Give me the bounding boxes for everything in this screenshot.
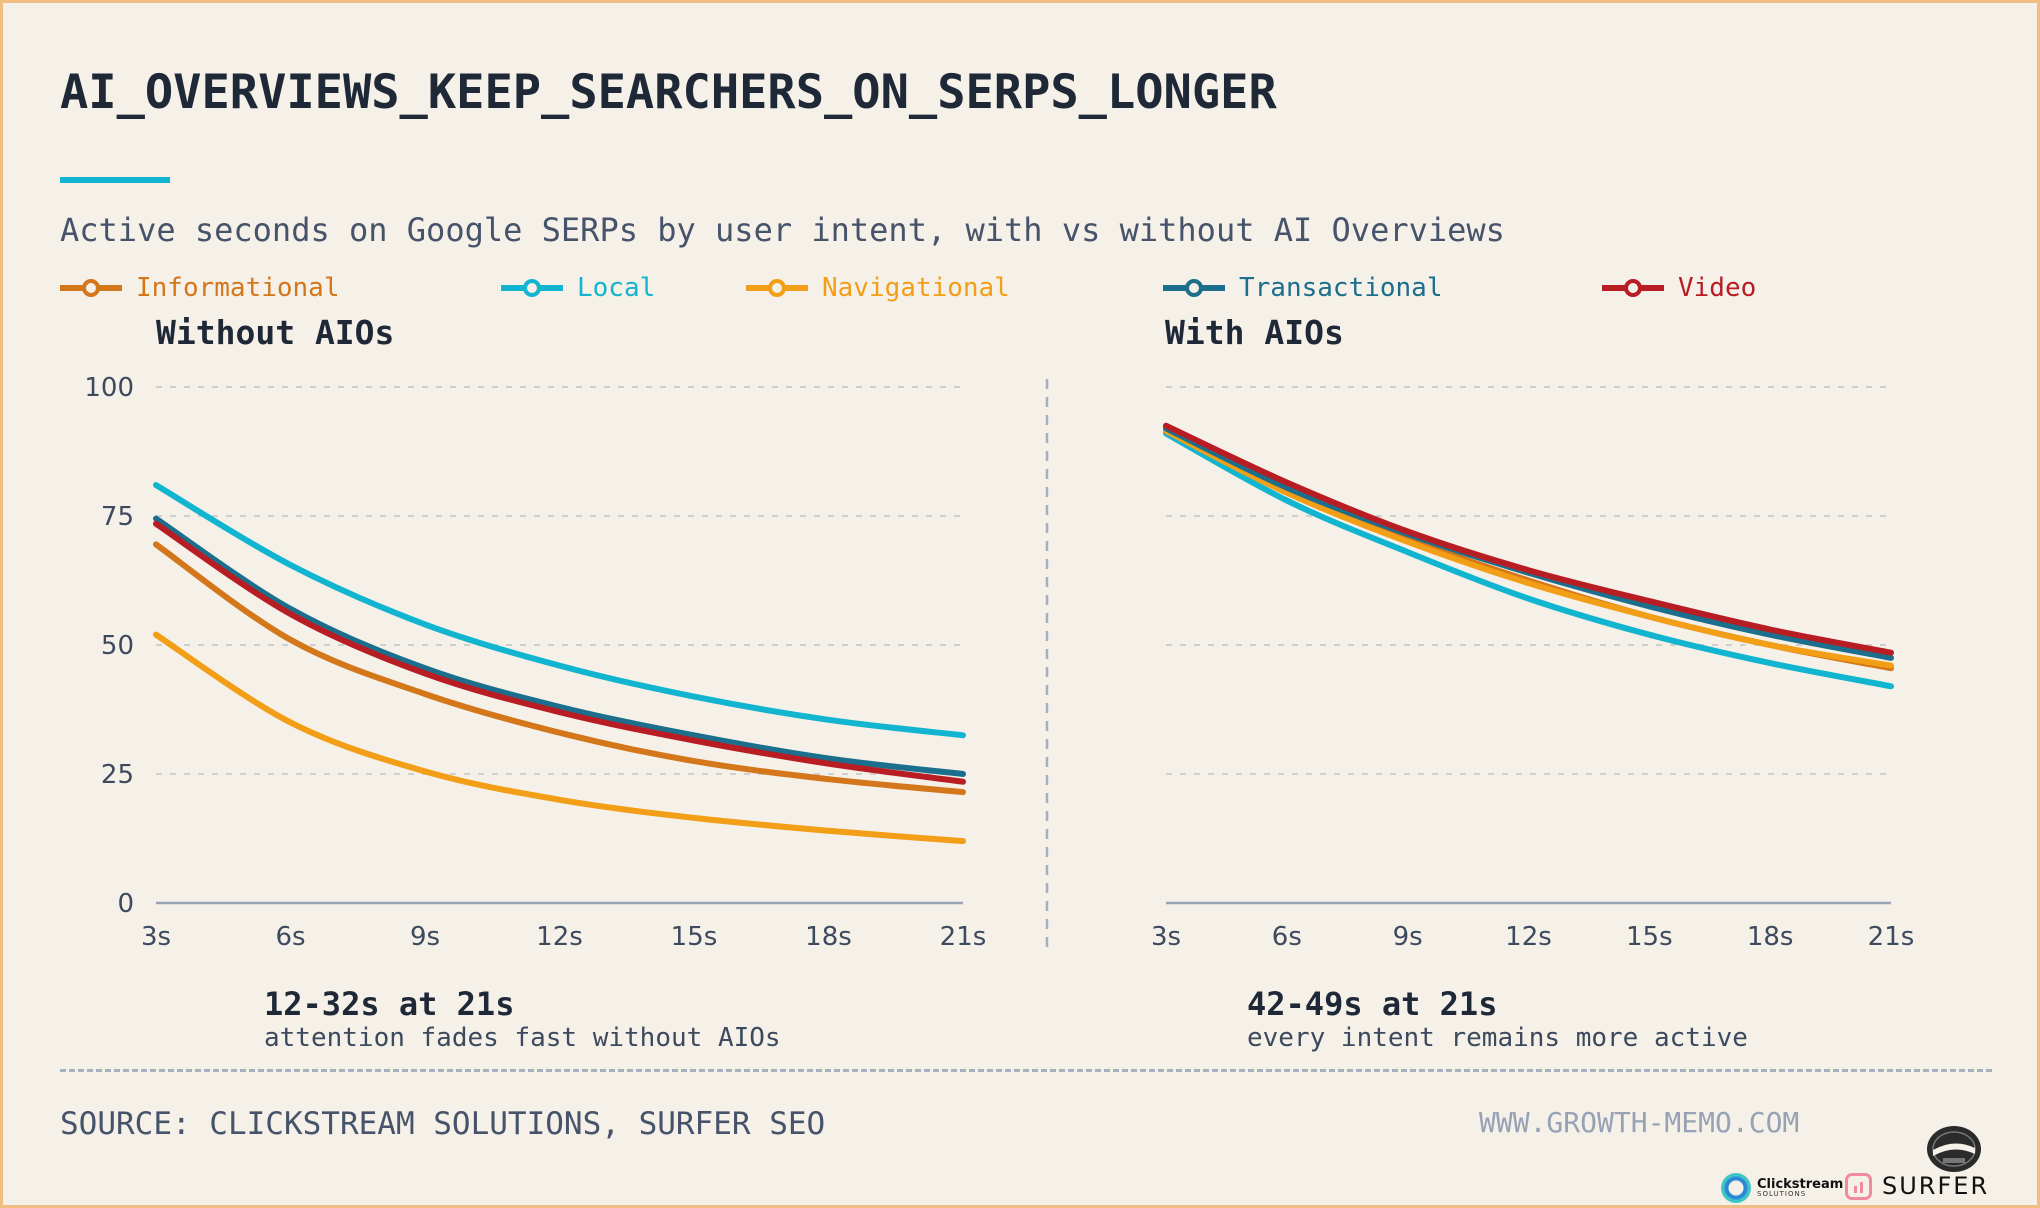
legend-marker-icon xyxy=(1163,279,1225,297)
surfer-logo: SURFER xyxy=(1845,1172,1989,1200)
y-tick-label: 25 xyxy=(101,760,134,790)
x-tick-label: 9s xyxy=(1393,922,1423,952)
legend-label: Navigational xyxy=(822,273,1010,303)
legend-item-local: Local xyxy=(501,271,655,305)
legend-label: Transactional xyxy=(1239,273,1443,303)
x-tick-label: 15s xyxy=(671,922,718,952)
website-link[interactable]: WWW.GROWTH-MEMO.COM xyxy=(1479,1106,1800,1139)
x-tick-label: 21s xyxy=(940,922,987,952)
x-tick-label: 9s xyxy=(410,922,440,952)
series-line-navigational xyxy=(153,631,966,845)
source-note: SOURCE: CLICKSTREAM SOLUTIONS, SURFER SE… xyxy=(60,1106,826,1142)
surfer-logo-text: SURFER xyxy=(1882,1172,1990,1200)
growth-memo-logo xyxy=(1927,1126,1981,1172)
legend-label: Local xyxy=(577,273,656,303)
panel-title-with-aios: With AIOs xyxy=(1165,313,1344,352)
x-tick-label: 6s xyxy=(1272,922,1302,952)
clickstream-logo-name: Clickstream xyxy=(1757,1177,1844,1192)
x-tick-label: 18s xyxy=(805,922,852,952)
chart-panel-with-aios: 3s 6s 9s 12s 15s 18s 21s xyxy=(1151,386,1915,952)
legend-label: Video xyxy=(1678,273,1757,303)
legend-item-navigational: Navigational xyxy=(746,271,1010,305)
annotation-note-with: every intent remains more active xyxy=(1247,1023,1748,1053)
clickstream-logo-tagline: SOLUTIONS xyxy=(1757,1190,1807,1198)
x-tick-label: 18s xyxy=(1747,922,1794,952)
annotation-headline-with: 42-49s at 21s xyxy=(1247,985,1498,1023)
x-tick-label: 21s xyxy=(1868,922,1915,952)
series-line-transactional xyxy=(1163,425,1894,661)
legend-label: Informational xyxy=(136,273,340,303)
series-line-video xyxy=(1163,422,1894,656)
clickstream-logo: Clickstream SOLUTIONS xyxy=(1721,1173,1843,1203)
page-title: AI_OVERVIEWS_KEEP_SEARCHERS_ON_SERPS_LON… xyxy=(60,65,1277,120)
legend-marker-icon xyxy=(60,279,122,297)
y-tick-label: 0 xyxy=(117,889,134,919)
series-line-navigational xyxy=(1163,427,1894,669)
chart-panel-without-aios: 0 25 50 75 100 3s 6s 9s 12s 15s 18s 21s xyxy=(84,373,986,952)
x-tick-label: 12s xyxy=(536,922,583,952)
panel-title-without-aios: Without AIOs xyxy=(156,313,395,352)
x-tick-label: 12s xyxy=(1505,922,1552,952)
subtitle: Active seconds on Google SERPs by user i… xyxy=(60,211,1505,249)
y-tick-label: 100 xyxy=(84,373,134,403)
y-tick-label: 50 xyxy=(101,631,134,661)
legend-item-video: Video xyxy=(1602,271,1756,305)
clickstream-logo-mark xyxy=(1721,1173,1751,1203)
footer-divider xyxy=(60,1069,1992,1072)
legend-marker-icon xyxy=(746,279,808,297)
legend-item-transactional: Transactional xyxy=(1163,271,1443,305)
x-tick-label: 3s xyxy=(1151,922,1181,952)
x-tick-label: 15s xyxy=(1626,922,1673,952)
series-line-local xyxy=(1163,430,1894,690)
annotation-note-without: attention fades fast without AIOs xyxy=(264,1023,781,1053)
legend-marker-icon xyxy=(501,279,563,297)
series-line-local xyxy=(153,482,966,739)
x-tick-label: 3s xyxy=(141,922,171,952)
series-line-transactional xyxy=(153,515,966,777)
annotation-headline-without: 12-32s at 21s xyxy=(264,985,515,1023)
y-tick-label: 75 xyxy=(101,502,134,532)
line-charts: 0 25 50 75 100 3s 6s 9s 12s 15s 18s 21s 3s 6s 9s 12s 15s… xyxy=(84,373,1915,952)
legend-item-informational: Informational xyxy=(60,271,340,305)
series-line-video xyxy=(153,520,966,785)
x-tick-label: 6s xyxy=(275,922,305,952)
series-line-informational xyxy=(153,541,966,796)
surfer-logo-mark xyxy=(1845,1172,1872,1200)
legend-marker-icon xyxy=(1602,279,1664,297)
title-accent-rule xyxy=(60,177,170,183)
